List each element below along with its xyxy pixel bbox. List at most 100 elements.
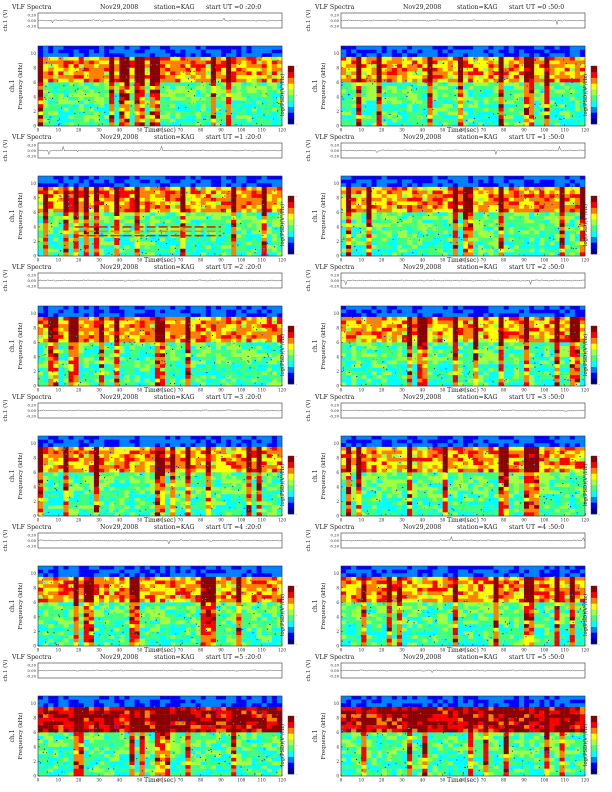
spectrogram-cell: [78, 223, 84, 228]
x-tick-label: 0: [37, 128, 40, 133]
spectrogram-cell: [170, 197, 176, 202]
noise-speck: [534, 58, 536, 60]
spectrogram-cell: [73, 82, 79, 87]
spectrogram-cell: [457, 245, 464, 249]
noise-speck: [172, 122, 174, 124]
spectrogram-cell: [236, 122, 242, 127]
spectrogram-cell: [236, 179, 242, 184]
spectrogram-cell: [170, 64, 176, 69]
spectrogram-cell: [58, 78, 64, 83]
spectrogram-cell: [221, 183, 227, 188]
spectrogram-cell: [447, 89, 454, 94]
spectrogram-cell: [63, 183, 69, 188]
spectrogram-cell: [442, 237, 448, 242]
spectrogram-cell: [53, 71, 59, 76]
spectrogram-cell: [493, 60, 499, 65]
spectrogram-cell: [58, 223, 64, 228]
noise-speck: [199, 201, 201, 203]
spectrogram-cell: [256, 208, 262, 213]
spectrogram-cell: [554, 89, 560, 94]
spectrogram-cell: [58, 237, 64, 242]
spectrogram-cell: [366, 179, 372, 184]
spectrogram-cell: [437, 71, 443, 76]
spectrogram-cell: [468, 190, 474, 195]
spectrogram-cell: [236, 197, 242, 202]
spectrogram-cell: [78, 56, 84, 61]
noise-speck: [405, 80, 407, 82]
spectrogram-cell: [88, 219, 95, 224]
spectrogram-cell: [524, 219, 530, 224]
spectrogram-cell: [58, 208, 64, 213]
spectrogram-cell: [144, 226, 151, 231]
noise-speck: [88, 99, 90, 101]
spectrogram-cell: [508, 223, 515, 228]
spectrogram-cell: [361, 93, 367, 98]
spectrogram-cell: [185, 179, 191, 184]
spectrogram-cell: [226, 219, 232, 224]
spectrogram-cell: [351, 93, 357, 98]
spectrogram-cell: [93, 78, 100, 83]
spectrogram-cell: [205, 56, 212, 61]
spectrogram-cell: [356, 111, 362, 116]
spectrogram-cell: [488, 208, 494, 213]
spectrogram-cell: [195, 46, 201, 50]
spectrogram-cell: [412, 186, 418, 191]
spectrogram-cell: [58, 60, 64, 65]
spectrogram-cell: [396, 216, 403, 220]
noise-speck: [167, 105, 169, 107]
spectrogram-cell: [43, 179, 49, 184]
spectrogram-cell: [371, 104, 377, 109]
spectrogram-cell: [559, 212, 565, 217]
spectrogram-cell: [529, 78, 535, 83]
spectrogram-cell: [381, 205, 387, 209]
spectrogram-cell: [478, 118, 484, 123]
spectrogram-cell: [417, 122, 423, 127]
noise-speck: [260, 92, 262, 94]
spectrogram-cell: [371, 115, 377, 119]
noise-speck: [563, 59, 565, 61]
spectrogram-cell: [200, 60, 206, 65]
spectrogram-cell: [134, 237, 140, 242]
spectrogram-cell: [68, 183, 74, 188]
spectrogram-cell: [48, 53, 54, 58]
spectrogram-cell: [463, 237, 469, 242]
header-date: Nov29,2008: [403, 4, 441, 11]
spectrogram-cell: [261, 223, 267, 228]
spectrogram-cell: [564, 118, 570, 123]
spectrogram-cell: [503, 226, 509, 231]
spectrogram-cell: [376, 71, 382, 76]
spectrogram-cell: [447, 176, 454, 180]
spectrogram-cell: [554, 208, 560, 213]
spectrogram-cell: [134, 223, 140, 228]
spectrogram-cell: [564, 49, 570, 54]
spectrogram-cell: [48, 75, 54, 79]
spectrogram-cell: [134, 183, 140, 188]
spectrogram-cell: [579, 64, 586, 69]
noise-speck: [535, 117, 536, 119]
spectrogram-cell: [114, 89, 120, 94]
spectrogram-cell: [104, 179, 110, 184]
spectrogram-cell: [391, 179, 398, 184]
spectrogram-cell: [93, 194, 100, 199]
spectrogram-cell: [99, 46, 105, 50]
spectrogram-cell: [468, 183, 474, 188]
spectrogram-cell: [139, 230, 145, 235]
x-axis-label: Time (sec): [144, 257, 176, 264]
spectrogram-cell: [43, 104, 49, 109]
spectrogram-cell: [144, 212, 151, 217]
spectrogram-cell: [124, 118, 130, 123]
spectrogram-cell: [73, 216, 79, 220]
spectrogram-cell: [463, 75, 469, 79]
spectrogram-cell: [190, 46, 196, 50]
spectrogram-cell: [93, 89, 100, 94]
spectrogram-cell: [266, 115, 273, 119]
noise-speck: [466, 68, 468, 70]
noise-speck: [384, 98, 386, 99]
spectrogram-cell: [170, 241, 176, 246]
spectrogram-cell: [391, 49, 398, 54]
spectrogram-cell: [422, 226, 428, 231]
spectrogram-cell: [104, 71, 110, 76]
spectrogram-cell: [170, 100, 176, 105]
spectrogram-cell: [266, 237, 273, 242]
spectrogram-cell: [170, 86, 176, 90]
